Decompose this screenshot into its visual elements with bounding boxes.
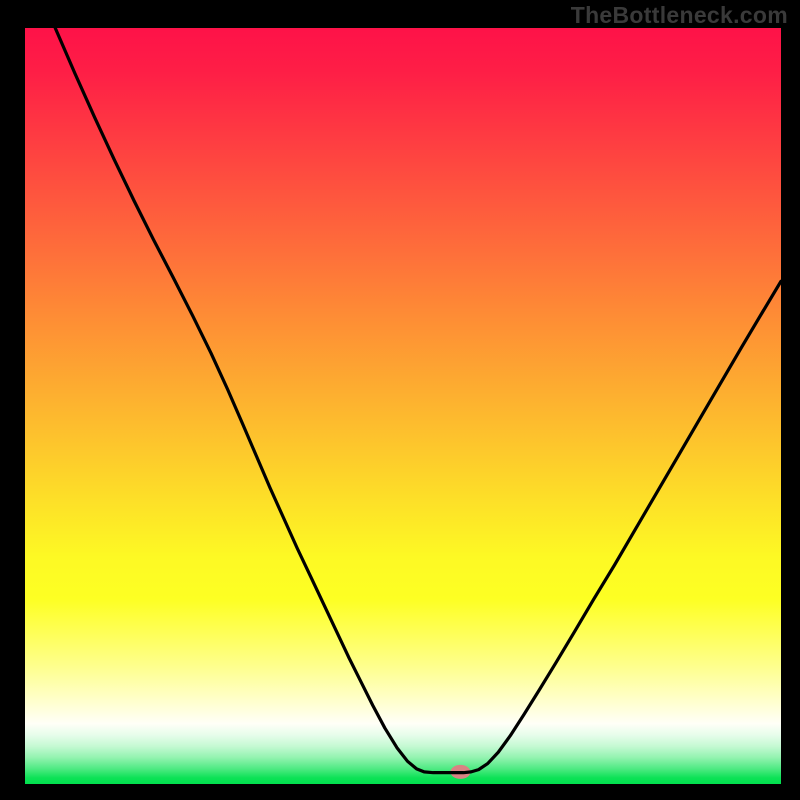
plot-area	[25, 28, 781, 784]
gradient-background	[25, 28, 781, 784]
chart-frame: TheBottleneck.com	[0, 0, 800, 800]
chart-svg	[25, 28, 781, 784]
watermark-text: TheBottleneck.com	[571, 2, 788, 29]
